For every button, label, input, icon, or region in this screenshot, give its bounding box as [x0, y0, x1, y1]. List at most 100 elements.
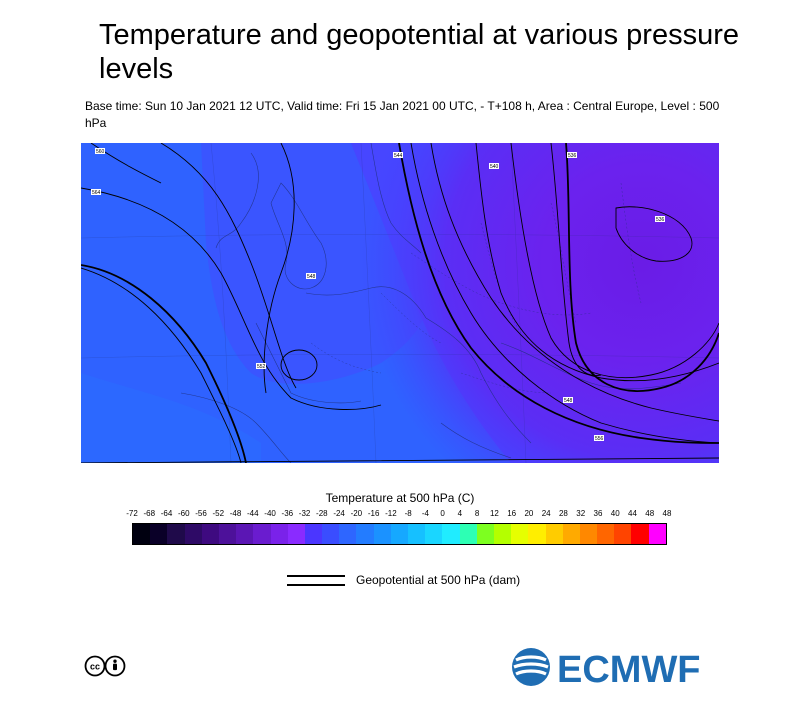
colorbar-swatch	[562, 524, 580, 544]
colorbar-tick-label: 36	[593, 509, 603, 518]
colorbar-swatch	[597, 524, 615, 544]
colorbar-tick-label: 0	[440, 509, 445, 518]
colorbar-tick-label: -20	[350, 509, 363, 518]
cc-by-icon[interactable]: cc	[84, 655, 126, 682]
colorbar-tick-label: 24	[541, 509, 551, 518]
colorbar-tick-label: -52	[212, 509, 225, 518]
colorbar-swatch	[425, 524, 443, 544]
contour-label-564: 564	[92, 190, 101, 196]
colorbar-tick-label: -60	[177, 509, 190, 518]
colorbar-tick-label: 12	[489, 509, 499, 518]
svg-text:cc: cc	[90, 662, 100, 672]
colorbar-tick-label: -16	[367, 509, 380, 518]
geopotential-legend-label: Geopotential at 500 hPa (dam)	[356, 573, 521, 587]
colorbar-swatch	[648, 524, 666, 544]
colorbar-swatch	[253, 524, 271, 544]
colorbar-swatch	[356, 524, 374, 544]
geopotential-legend-line-bottom	[287, 584, 345, 586]
colorbar-tick-label: 16	[507, 509, 517, 518]
colorbar-swatch	[614, 524, 632, 544]
contour-labels: 560 564 548 552 544 540 536 536 548 556	[91, 148, 665, 442]
colorbar-swatch	[528, 524, 546, 544]
contour-low-closed	[280, 349, 318, 381]
contour-540	[410, 143, 719, 444]
contour-544	[263, 143, 295, 394]
colorbar-swatch	[184, 524, 202, 544]
contour-label-556-south: 556	[595, 436, 604, 442]
colorbar-swatch	[442, 524, 460, 544]
colorbar-swatch	[493, 524, 512, 544]
logo-wordmark: ECMWF	[557, 649, 701, 688]
colorbar-swatch	[322, 524, 340, 544]
colorbar-tick-label: -44	[247, 509, 259, 518]
colorbar-tick-label: 40	[610, 509, 620, 518]
colorbar-swatch	[201, 524, 219, 544]
colorbar-swatch	[236, 524, 254, 544]
colorbar-tick-label: -72	[126, 509, 138, 518]
contour-label-552: 552	[257, 364, 266, 370]
colorbar-swatch	[218, 524, 237, 544]
geopotential-contours	[81, 143, 719, 463]
colorbar-tick-label: -36	[281, 509, 294, 518]
weather-map[interactable]: 560 564 548 552 544 540 536 536 548 556	[81, 143, 719, 463]
colorbar-tick-label: 20	[524, 509, 534, 518]
colorbar-swatch	[287, 524, 305, 544]
colorbar-tick-label: 44	[628, 509, 637, 518]
colorbar-tick-label: -64	[160, 509, 173, 518]
colorbar-swatch	[408, 524, 426, 544]
contour-552	[81, 187, 382, 410]
contour-548	[160, 143, 297, 389]
contour-label-548: 548	[307, 274, 316, 280]
colorbar-tick-label: -28	[316, 509, 328, 518]
colorbar-tick-label: -40	[264, 509, 276, 518]
colorbar-tick-label: 48	[662, 509, 672, 518]
colorbar-swatch	[133, 524, 151, 544]
colorbar-tick-label: 48	[645, 509, 655, 518]
colorbar-tick-label: -24	[333, 509, 345, 518]
colorbar-tick-labels: -72 -68 -64 -60 -56 -52 -48 -44 -40 -36 -32 -28 -24-…	[0, 509, 800, 521]
colorbar-tick-label: -68	[143, 509, 156, 518]
colorbar-swatch	[270, 524, 288, 544]
contour-label-560: 560	[96, 149, 105, 155]
colorbar-swatch	[150, 524, 168, 544]
colorbar-tick-label: 4	[457, 509, 463, 518]
warm-southwest	[81, 373, 261, 463]
colorbar-swatch	[339, 524, 357, 544]
map-svg: 560 564 548 552 544 540 536 536 548 556	[81, 143, 719, 463]
contour-556	[81, 267, 242, 463]
colorbar-tick-label: -12	[385, 509, 397, 518]
colorbar-tick-label: 32	[576, 509, 586, 518]
colorbar-tick-label: 28	[558, 509, 568, 518]
coastlines	[180, 143, 682, 463]
geopotential-major-contours	[81, 143, 719, 463]
colorbar-tick-label: 8	[474, 509, 480, 518]
ecmwf-logo[interactable]: ECMWF	[508, 646, 718, 693]
temperature-legend-title: Temperature at 500 hPa (C)	[325, 491, 475, 505]
geopotential-legend-line-top	[287, 575, 345, 577]
contour-label-540: 540	[490, 164, 499, 170]
colorbar-swatch	[459, 524, 477, 544]
map-subtitle: Base time: Sun 10 Jan 2021 12 UTC, Valid…	[85, 99, 720, 130]
temperature-colorbar	[132, 523, 667, 545]
colorbar-swatch	[579, 524, 598, 544]
contour-label-536: 536	[568, 153, 577, 159]
colorbar-tick-label: -8	[404, 509, 412, 518]
colorbar-swatch	[390, 524, 408, 544]
colorbar-swatch	[631, 524, 649, 544]
contour-label-536-low: 536	[656, 217, 665, 223]
colorbar-swatch	[373, 524, 391, 544]
colorbar-tick-label: -56	[195, 509, 207, 518]
contour-536	[475, 143, 719, 382]
colorbar-swatch	[511, 524, 529, 544]
colorbar-swatch	[476, 524, 494, 544]
colorbar-tick-label: -32	[298, 509, 311, 518]
colorbar-swatch	[545, 524, 563, 544]
page-title: Temperature and geopotential at various …	[99, 19, 739, 85]
contour-label-544: 544	[394, 153, 403, 159]
colorbar-tick-label: -48	[229, 509, 242, 518]
colorbar-swatch	[304, 524, 323, 544]
geopotential-legend: Geopotential at 500 hPa (dam)	[287, 572, 607, 592]
contour-label-548-south: 548	[564, 398, 573, 404]
colorbar-swatch	[167, 524, 185, 544]
colorbar-tick-label: -4	[421, 509, 429, 518]
